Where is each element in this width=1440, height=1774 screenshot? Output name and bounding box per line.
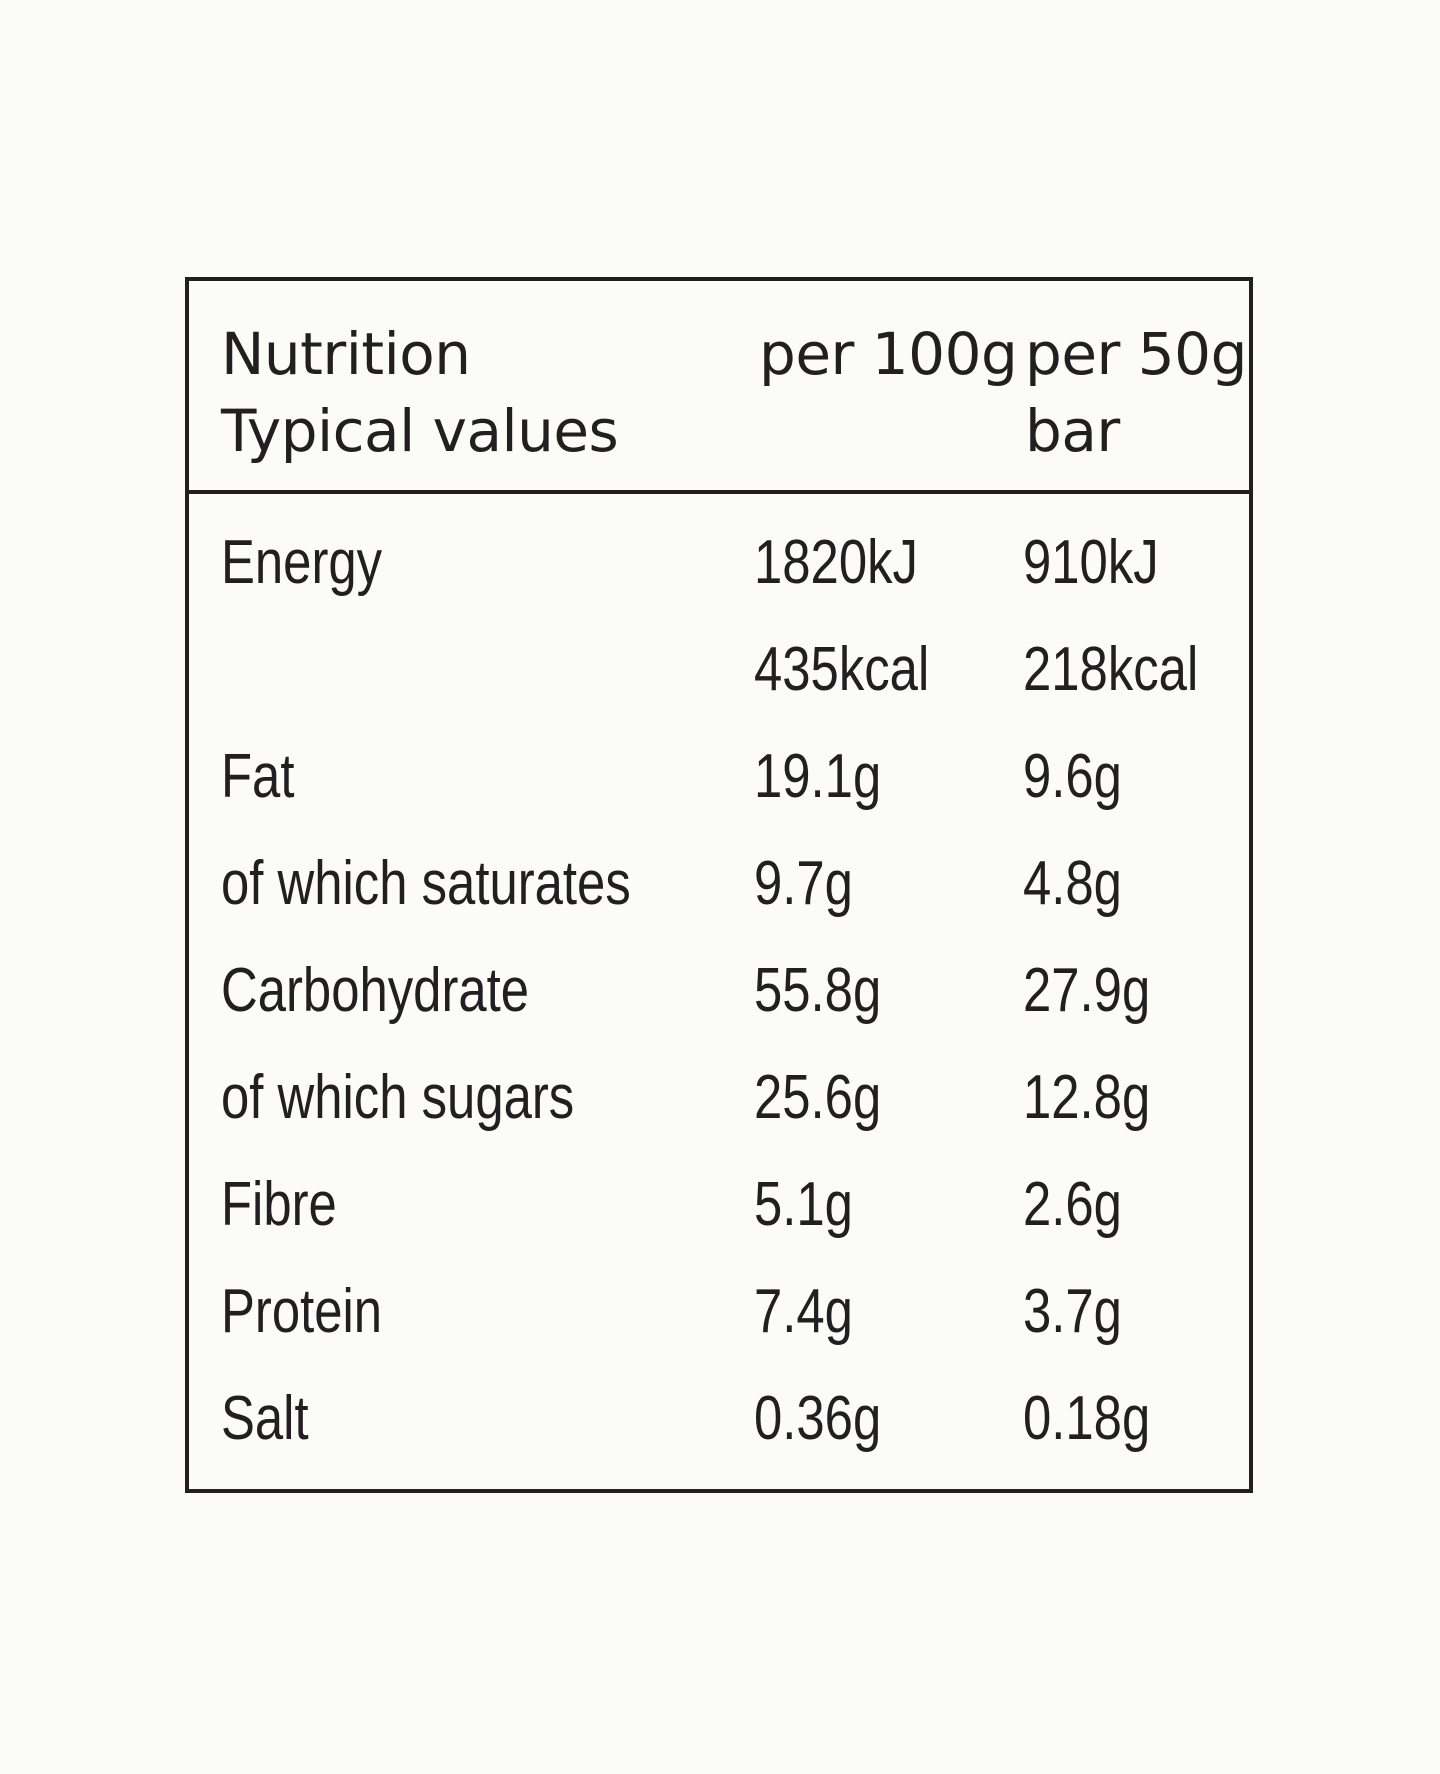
table-row: Energy 1820kJ 910kJ — [189, 521, 1249, 628]
table-row: of which sugars 25.6g 12.8g — [189, 1056, 1249, 1163]
header-per-bar: per 50g bar — [1025, 320, 1247, 465]
table-header: Nutrition Typical values per 100g per 50… — [189, 281, 1249, 494]
nutrition-table: Nutrition Typical values per 100g per 50… — [185, 277, 1253, 1493]
row-label: Fibre — [221, 1170, 337, 1239]
row-value-per-100g: 9.7g — [754, 849, 853, 918]
row-value-per-100g: 5.1g — [754, 1170, 853, 1239]
table-row: Fibre 5.1g 2.6g — [189, 1163, 1249, 1270]
row-label: Carbohydrate — [221, 956, 530, 1025]
row-value-per-100g: 1820kJ — [754, 528, 918, 597]
table-row: Fat 19.1g 9.6g — [189, 735, 1249, 842]
header-label: Nutrition Typical values — [221, 320, 619, 465]
table-body: Energy 1820kJ 910kJ 435kcal 218kcal Fat … — [189, 521, 1249, 1484]
table-row: Salt 0.36g 0.18g — [189, 1377, 1249, 1484]
row-value-per-bar: 910kJ — [1023, 528, 1159, 597]
table-row: 435kcal 218kcal — [189, 628, 1249, 735]
row-value-per-100g: 0.36g — [754, 1384, 882, 1453]
table-row: Carbohydrate 55.8g 27.9g — [189, 949, 1249, 1056]
row-label: Energy — [221, 528, 383, 597]
row-label: Salt — [221, 1384, 309, 1453]
row-value-per-bar: 12.8g — [1023, 1063, 1151, 1132]
row-label: of which saturates — [221, 849, 631, 918]
row-value-per-100g: 55.8g — [754, 956, 882, 1025]
row-value-per-bar: 27.9g — [1023, 956, 1151, 1025]
row-value-per-bar: 0.18g — [1023, 1384, 1151, 1453]
row-value-per-100g: 7.4g — [754, 1277, 853, 1346]
header-per-100g: per 100g — [759, 320, 1018, 388]
row-value-per-bar: 4.8g — [1023, 849, 1122, 918]
row-value-per-bar: 3.7g — [1023, 1277, 1122, 1346]
row-value-per-100g: 25.6g — [754, 1063, 882, 1132]
row-label: Fat — [221, 742, 295, 811]
row-value-per-bar: 2.6g — [1023, 1170, 1122, 1239]
row-label: of which sugars — [221, 1063, 575, 1132]
table-row: of which saturates 9.7g 4.8g — [189, 842, 1249, 949]
table-row: Protein 7.4g 3.7g — [189, 1270, 1249, 1377]
row-value-per-bar: 218kcal — [1023, 635, 1199, 704]
row-value-per-100g: 19.1g — [754, 742, 882, 811]
row-label: Protein — [221, 1277, 383, 1346]
row-value-per-100g: 435kcal — [754, 635, 930, 704]
row-value-per-bar: 9.6g — [1023, 742, 1122, 811]
